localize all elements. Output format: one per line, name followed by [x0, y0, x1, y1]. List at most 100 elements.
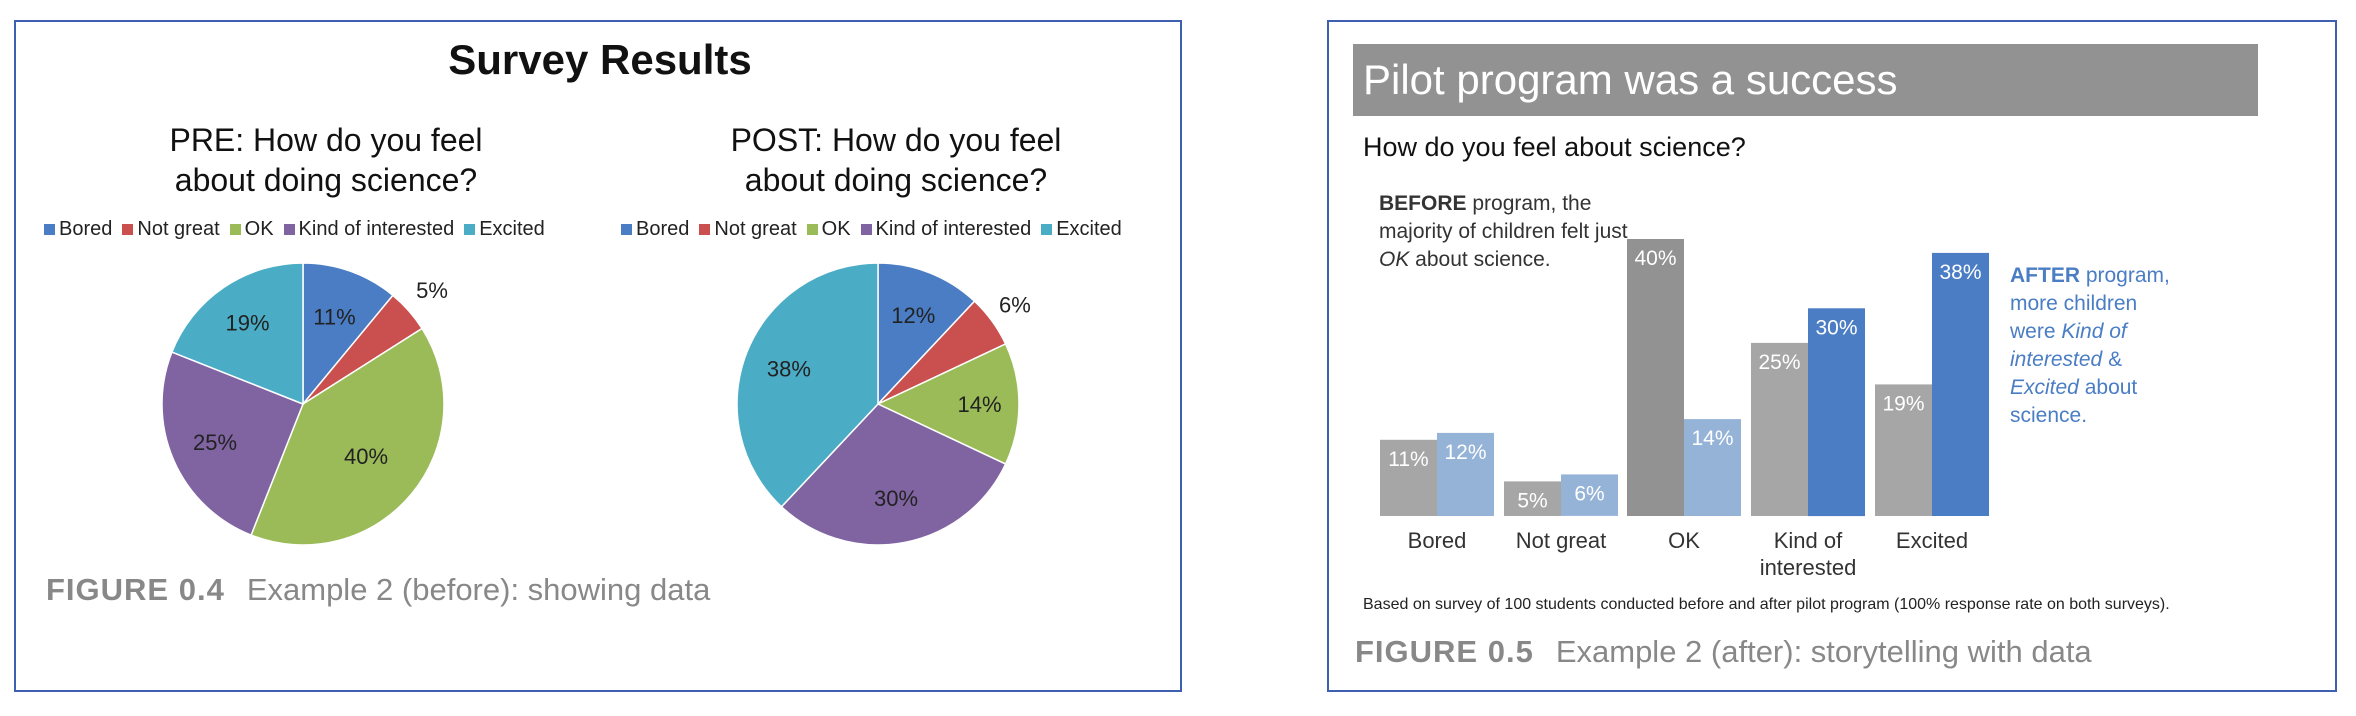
legend-label: Bored	[59, 218, 113, 240]
after-note-italic2: Excited	[2010, 376, 2079, 399]
bar-after-ok	[1684, 419, 1741, 516]
legend-swatch	[283, 224, 295, 235]
bar-label-before-bored: 11%	[1388, 448, 1428, 471]
figure-caption: FIGURE 0.5 Example 2 (after): storytellin…	[1355, 634, 2092, 670]
bar-chart: 11% 12% Bored 5% 6% Not great 40% 14% OK 25% 30% Ki…	[1380, 239, 1989, 580]
post-slice-kind-of-interested	[780, 403, 1007, 546]
bar-label-after-ok: 14%	[1691, 427, 1733, 450]
pre-slice-kind-of-interested	[161, 351, 304, 537]
x-tick-label-kind-of-interested: Kind of	[1774, 528, 1843, 553]
bar-before-bored	[1380, 439, 1437, 516]
chart-question: How do you feel about science?	[1363, 132, 1746, 162]
bar-after-kind-of-interested	[1808, 308, 1865, 517]
before-note-bold: BEFORE	[1379, 192, 1467, 215]
after-note-bold: AFTER	[2010, 264, 2080, 287]
pre-chart-title: PRE: How do you feel about doing science…	[66, 120, 586, 200]
pre-legend-item-excited: Excited	[464, 218, 545, 241]
pre-legend-item-bored: Bored	[44, 218, 112, 241]
footnote: Based on survey of 100 students conducte…	[1363, 596, 2170, 613]
legend-label: Bored	[636, 218, 690, 240]
legend-swatch	[229, 224, 241, 235]
bar-label-after-excited: 38%	[1939, 261, 1981, 284]
bar-label-before-not-great: 5%	[1517, 489, 1547, 512]
legend-swatch	[860, 224, 872, 235]
post-legend-item-excited: Excited	[1041, 218, 1122, 241]
pre-legend: Bored Not great OK Kind of interested Excite…	[44, 218, 555, 241]
pre-slice-ok	[250, 327, 445, 546]
post-slice-label-not-great: 6%	[999, 293, 1031, 318]
pre-slice-excited	[170, 262, 304, 406]
post-slice-excited	[736, 262, 879, 508]
x-tick-label-ok: OK	[1668, 528, 1700, 553]
legend-label: Kind of interested	[298, 218, 455, 240]
pre-slice-label-excited: 19%	[225, 310, 269, 335]
pre-title-line1: PRE: How do you feel	[169, 122, 483, 158]
after-annotation: AFTER program, more children were Kind o…	[2010, 262, 2180, 430]
legend-swatch	[464, 224, 476, 235]
post-chart-title: POST: How do you feel about doing scienc…	[636, 120, 1156, 200]
pre-slice-label-kind-of-interested: 25%	[193, 430, 237, 455]
after-note-italic1: Kind of interested	[2010, 320, 2127, 371]
legend-swatch	[621, 224, 632, 235]
pre-legend-item-kind-of-interested: Kind of interested	[283, 218, 455, 241]
after-note-part1: program, more children were	[2010, 264, 2170, 343]
before-note-italic: OK	[1379, 248, 1410, 271]
post-slice-label-bored: 12%	[891, 303, 935, 328]
legend-swatch	[699, 224, 711, 235]
post-legend-item-kind-of-interested: Kind of interested	[860, 218, 1032, 241]
pre-slice-bored	[302, 262, 394, 407]
figure-number: FIGURE 0.5	[1355, 634, 1534, 669]
bar-before-kind-of-interested	[1751, 342, 1808, 516]
legend-swatch	[1041, 224, 1053, 235]
pre-title-line2: about doing science?	[174, 162, 478, 198]
before-annotation: BEFORE program, the majority of children…	[1379, 190, 1639, 274]
figure-caption-text: Example 2 (before): showing data	[246, 572, 711, 607]
post-legend: Bored Not great OK Kind of interested Excite…	[621, 218, 1132, 241]
bar-before-excited	[1875, 384, 1932, 516]
survey-title: Survey Results	[448, 36, 752, 83]
figure-caption: FIGURE 0.4 Example 2 (before): showing da…	[46, 572, 710, 608]
figure-0-5-panel: Pilot program was a success How do you f…	[1327, 20, 2337, 692]
bar-chart-svg: 11% 12% Bored 5% 6% Not great 40% 14% OK 25% 30% Ki…	[1380, 239, 1989, 580]
post-slice-label-excited: 38%	[767, 357, 811, 382]
post-legend-item-bored: Bored	[621, 218, 689, 241]
bar-before-ok	[1627, 239, 1684, 516]
post-legend-item-ok: OK	[806, 218, 851, 241]
post-title-line2: about doing science?	[744, 162, 1048, 198]
x-tick-label-bored: Bored	[1408, 528, 1467, 553]
after-note-part3: about science.	[2010, 376, 2138, 427]
pie-charts-svg: 11% 5% 40% 25% 19% 12% 6% 14% 30% 38%	[161, 262, 1031, 546]
legend-label: Kind of interested	[875, 218, 1032, 240]
figure-caption-text: Example 2 (after): storytelling with dat…	[1555, 634, 2092, 669]
bar-after-not-great	[1561, 474, 1618, 516]
bar-label-after-kind-of-interested: 30%	[1815, 316, 1857, 339]
bar-label-after-bored: 12%	[1444, 441, 1486, 464]
bar-after-bored	[1437, 432, 1494, 516]
bar-before-not-great	[1504, 481, 1561, 516]
pre-legend-item-not-great: Not great	[122, 218, 220, 241]
post-pie-chart: 12% 6% 14% 30% 38%	[736, 262, 1031, 546]
x-tick-label-kind-of-interested: interested	[1760, 555, 1857, 580]
before-note-part1: program, the majority of children felt j…	[1379, 192, 1628, 243]
legend-label: Excited	[479, 218, 545, 240]
legend-label: Excited	[1056, 218, 1122, 240]
post-legend-item-not-great: Not great	[699, 218, 797, 241]
pre-legend-item-ok: OK	[229, 218, 274, 241]
legend-label: OK	[244, 218, 274, 240]
bar-after-excited	[1932, 252, 1989, 516]
pre-slice-label-ok: 40%	[344, 444, 388, 469]
bar-label-after-not-great: 6%	[1574, 482, 1604, 505]
post-slice-ok	[876, 342, 1020, 466]
bar-label-before-ok: 40%	[1634, 247, 1676, 270]
legend-swatch	[122, 224, 134, 235]
pre-pie-chart: 11% 5% 40% 25% 19%	[161, 262, 448, 546]
legend-label: Not great	[137, 218, 220, 240]
banner-title: Pilot program was a success	[1353, 44, 2258, 116]
legend-swatch	[806, 224, 818, 235]
legend-label: Not great	[714, 218, 797, 240]
legend-swatch	[44, 224, 55, 235]
bar-label-before-kind-of-interested: 25%	[1758, 351, 1800, 374]
after-note-part2: &	[2102, 348, 2123, 371]
legend-label: OK	[821, 218, 851, 240]
x-tick-label-not-great: Not great	[1516, 528, 1607, 553]
